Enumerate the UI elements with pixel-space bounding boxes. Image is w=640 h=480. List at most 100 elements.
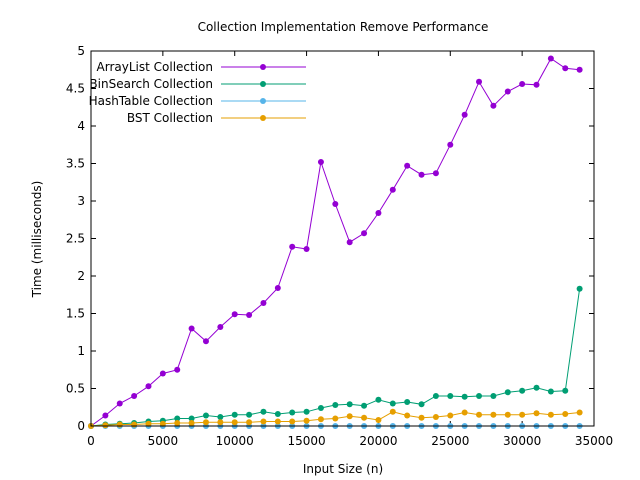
x-tick-label: 35000 <box>575 434 613 448</box>
data-point <box>202 412 209 419</box>
data-point <box>361 230 368 237</box>
data-point <box>490 102 497 109</box>
data-point <box>576 285 583 292</box>
data-point <box>303 408 310 415</box>
legend-label: BinSearch Collection <box>89 77 213 91</box>
data-point <box>188 415 195 422</box>
data-point <box>447 141 454 148</box>
data-point <box>375 396 382 403</box>
data-point <box>389 400 396 407</box>
axis-ticks: 0 5000 10000 15000 20000 25000 30000 35000 0 0.5 1… <box>66 44 613 448</box>
legend-item: ArrayList Collection <box>97 60 306 74</box>
y-tick-label: 4 <box>77 119 85 133</box>
x-tick-label: 10000 <box>216 434 254 448</box>
series-3 <box>88 408 583 429</box>
data-point <box>547 388 554 395</box>
y-tick-label: 0 <box>77 419 85 433</box>
data-point <box>404 412 411 419</box>
data-point <box>131 421 138 428</box>
data-point <box>231 419 238 426</box>
data-point <box>145 383 152 390</box>
data-point <box>159 420 166 427</box>
x-tick-label: 20000 <box>359 434 397 448</box>
data-point <box>432 393 439 399</box>
data-point <box>504 88 511 95</box>
data-point <box>461 409 468 416</box>
data-point <box>389 408 396 415</box>
data-point <box>404 399 411 405</box>
data-point <box>131 393 138 399</box>
x-tick-label: 25000 <box>431 434 469 448</box>
data-point <box>476 393 483 399</box>
legend-marker <box>260 81 266 87</box>
data-point <box>432 414 439 420</box>
data-point <box>375 210 382 216</box>
data-point <box>504 389 511 396</box>
legend: ArrayList Collection BinSearch Collection… <box>89 60 306 125</box>
data-point <box>576 409 583 416</box>
data-point <box>346 413 353 420</box>
data-point <box>231 411 238 418</box>
data-point <box>174 420 181 426</box>
data-point <box>533 410 540 417</box>
y-tick-label: 3 <box>77 194 85 208</box>
legend-item: BST Collection <box>127 111 306 125</box>
data-point <box>260 408 267 415</box>
data-point <box>317 416 324 423</box>
y-tick-label: 0.5 <box>66 382 85 396</box>
data-point <box>447 412 454 419</box>
series-1 <box>88 285 583 429</box>
data-point <box>461 111 468 118</box>
data-point <box>102 422 109 429</box>
data-point <box>562 387 569 394</box>
legend-marker <box>260 115 266 121</box>
plot-frame <box>90 50 595 427</box>
data-point <box>102 412 109 419</box>
x-axis-label: Input Size (n) <box>303 462 383 476</box>
data-point <box>145 420 152 427</box>
data-point <box>217 414 224 420</box>
x-tick-label: 15000 <box>287 434 325 448</box>
data-point <box>116 421 123 428</box>
data-point <box>202 338 209 345</box>
chart-title: Collection Implementation Remove Perform… <box>198 20 489 34</box>
data-point <box>246 419 253 426</box>
data-point <box>547 411 554 418</box>
data-point <box>116 400 123 407</box>
data-point <box>519 81 526 87</box>
data-point <box>303 246 310 252</box>
data-point <box>346 239 353 246</box>
data-point <box>533 384 540 391</box>
data-point <box>174 415 181 422</box>
data-point <box>260 300 267 306</box>
legend-marker <box>260 98 266 104</box>
data-point <box>432 170 439 177</box>
data-point <box>303 417 310 424</box>
y-tick-label: 2.5 <box>66 232 85 246</box>
data-point <box>504 411 511 418</box>
data-point <box>490 411 497 418</box>
data-point <box>274 285 281 291</box>
data-point <box>418 171 425 178</box>
y-tick-label: 3.5 <box>66 157 85 171</box>
data-point <box>490 393 497 399</box>
data-point <box>519 411 526 418</box>
data-point <box>289 243 296 250</box>
y-tick-label: 5 <box>77 44 85 58</box>
y-tick-label: 1.5 <box>66 307 85 321</box>
data-point <box>404 162 411 169</box>
data-point <box>418 414 425 421</box>
data-point <box>217 419 224 426</box>
data-point <box>317 405 324 411</box>
x-tick-label: 0 <box>87 434 95 448</box>
y-tick-label: 2 <box>77 269 85 283</box>
data-point <box>533 81 540 88</box>
data-point <box>562 65 569 72</box>
data-point <box>375 417 382 423</box>
y-tick-label: 1 <box>77 344 85 358</box>
x-tick-label: 5000 <box>148 434 179 448</box>
data-point <box>332 201 339 207</box>
data-point <box>174 366 181 373</box>
